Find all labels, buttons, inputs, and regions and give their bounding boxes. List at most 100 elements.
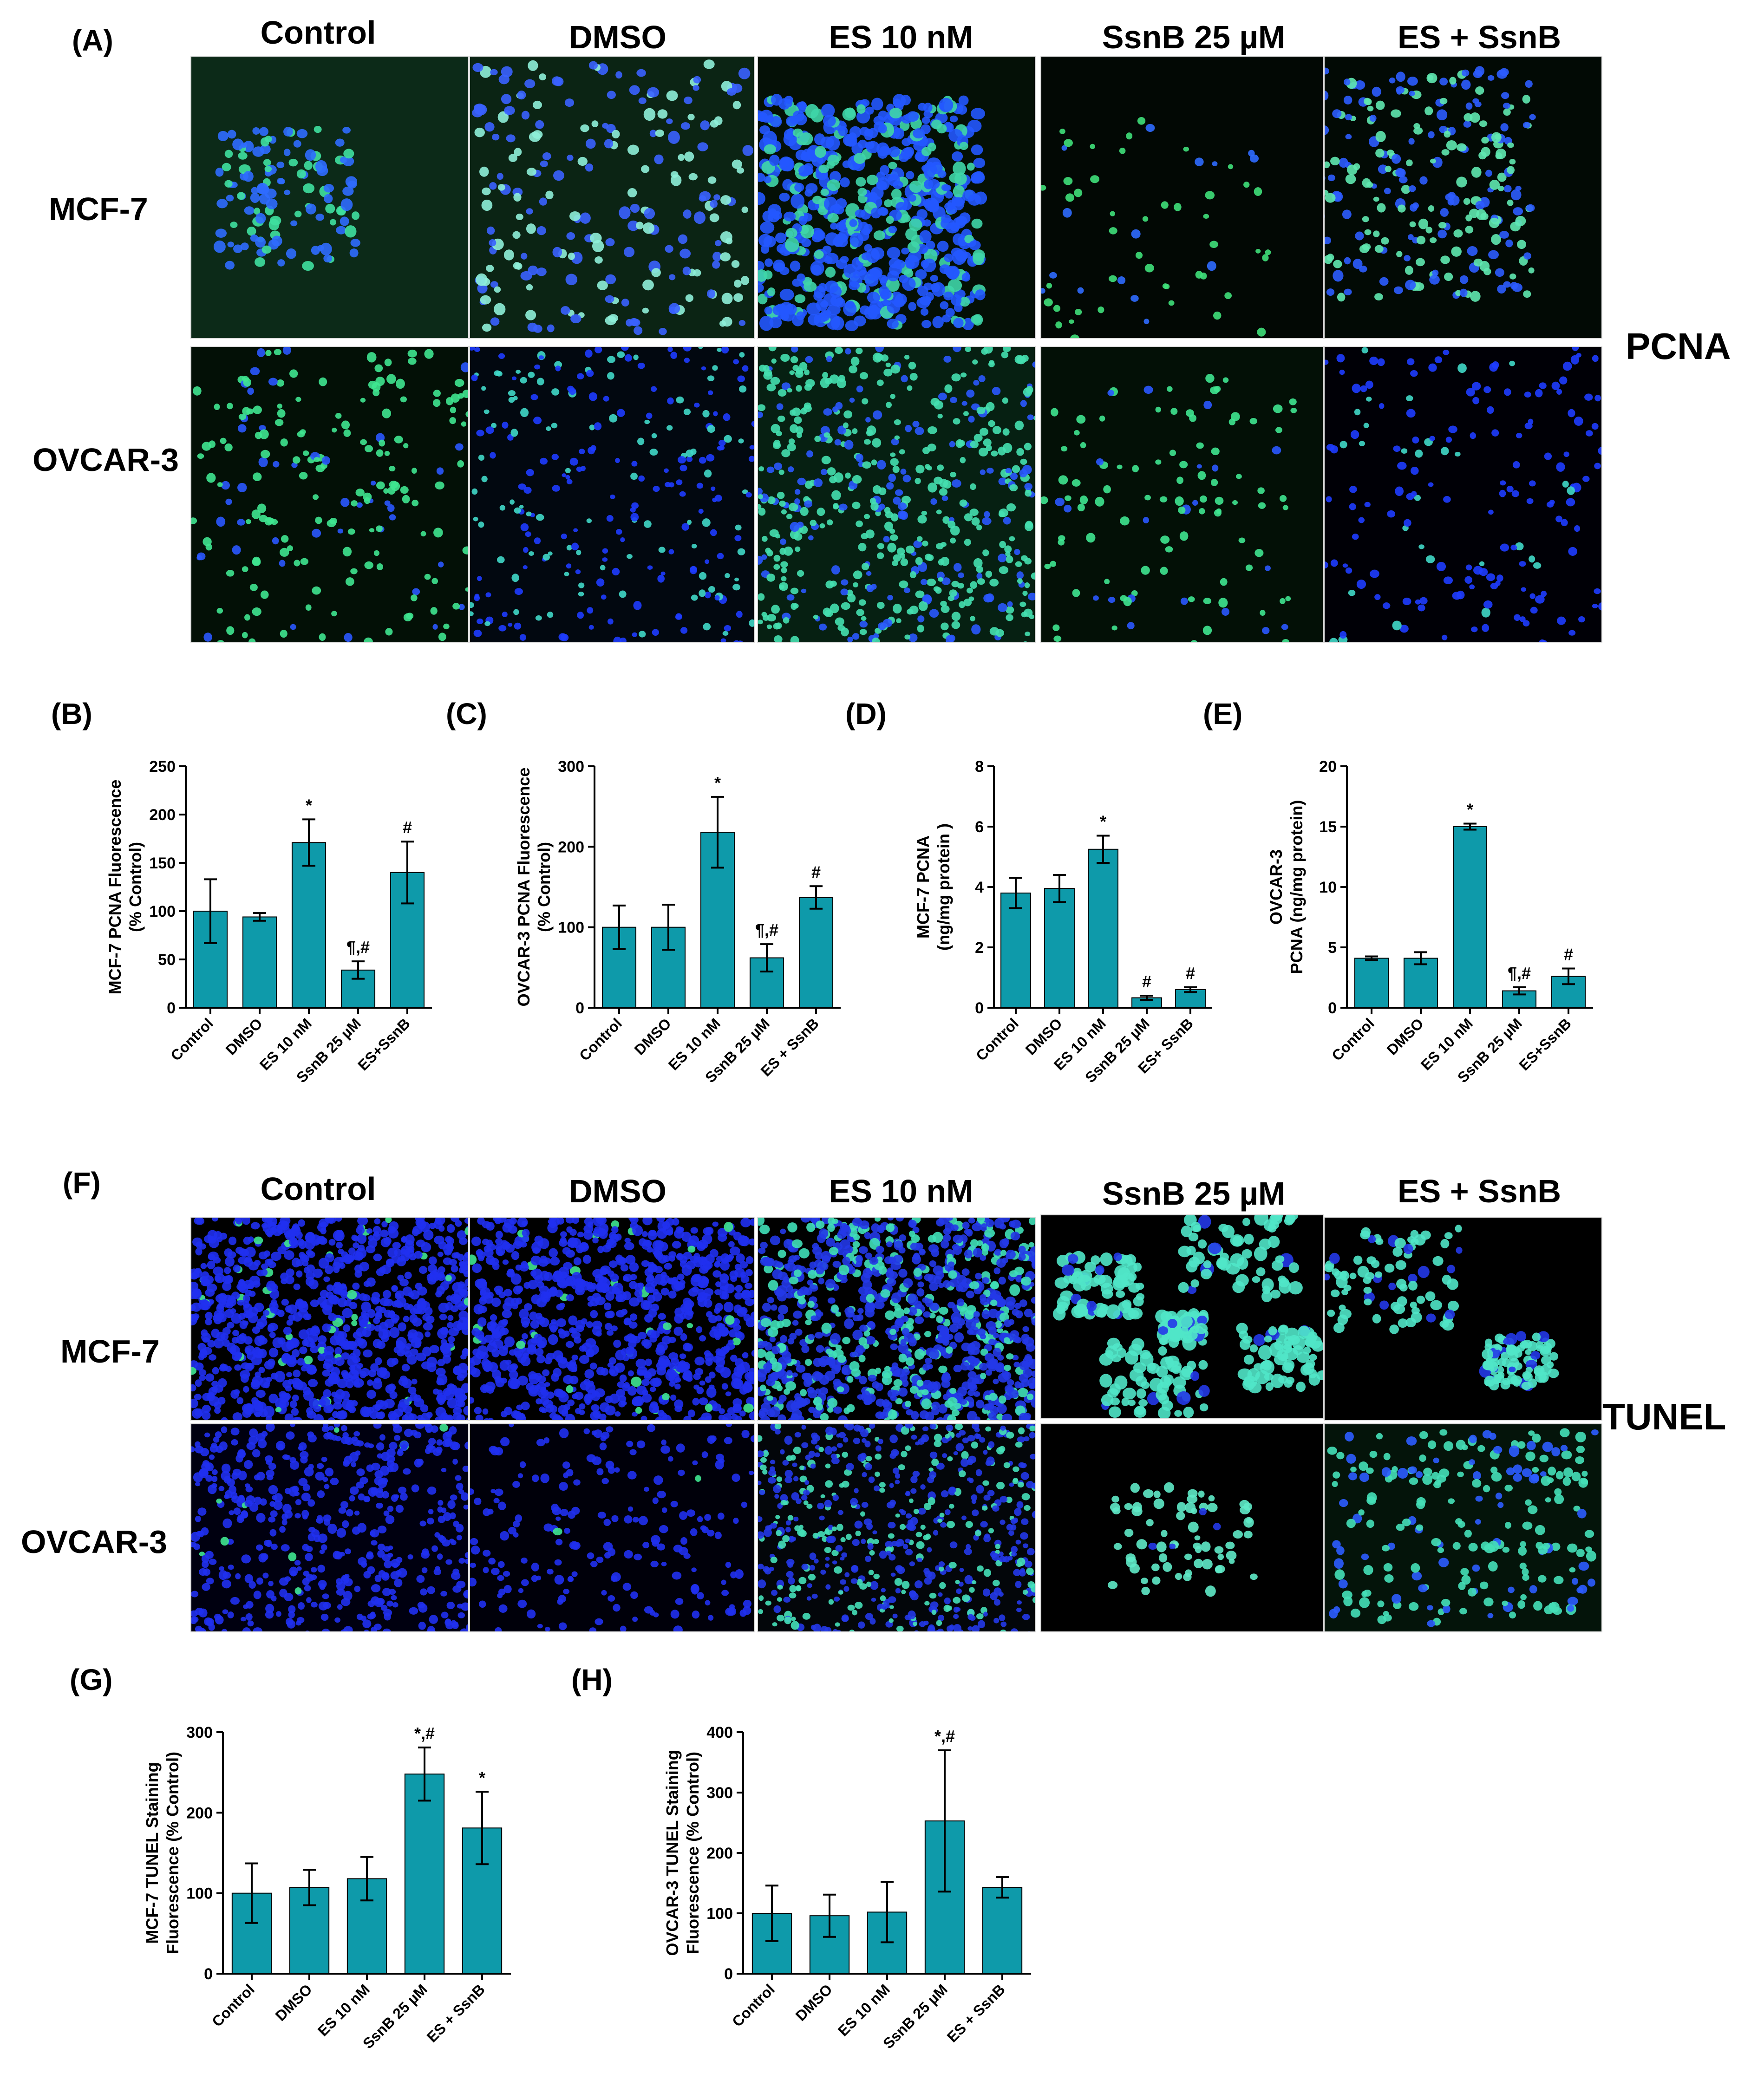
micrograph-tunel-ovcar3-0 (190, 1423, 469, 1632)
micrograph-pcna-ovcar3-2 (757, 346, 1036, 643)
pcna-col-ssnb: SsnB 25 µM (1102, 19, 1286, 55)
chart-g-mcf7-tunel: 0 100 200 300 MCF-7 TUNEL Staining Fluorescen… (130, 1718, 525, 2090)
y-tick-label: 4 (975, 879, 984, 896)
tunel-col-es: ES 10 nM (829, 1173, 974, 1209)
pcna-stain-label: PCNA (1626, 326, 1731, 367)
y-tick-label: 200 (149, 806, 176, 824)
x-tick-label: DMSO (792, 1981, 836, 2024)
micrograph-pcna-ovcar3-1 (469, 346, 755, 643)
bar (1354, 958, 1389, 1008)
micrograph-tunel-mcf7-0 (190, 1217, 469, 1421)
y-tick-label: 20 (1319, 758, 1337, 776)
micrograph-pcna-mcf7-3 (1040, 56, 1324, 339)
tunel-stain-label: TUNEL (1602, 1396, 1726, 1437)
x-tick-label: ES+SsnB (354, 1015, 413, 1074)
bar (404, 1774, 445, 1974)
significance-marker: # (811, 862, 821, 881)
x-tick-label: Control (1328, 1015, 1378, 1064)
tunel-col-es-ssnb: ES + SsnB (1397, 1173, 1562, 1209)
y-axis-label: MCF-7 TUNEL Staining (143, 1762, 162, 1943)
bar (1452, 826, 1488, 1008)
y-axis-label: OVCAR-3 (1267, 849, 1286, 925)
panel-label-h: (H) (571, 1663, 613, 1696)
significance-marker: *,# (414, 1724, 435, 1743)
x-tick-label: DMSO (631, 1015, 674, 1058)
y-axis-label: (% Control) (535, 842, 554, 932)
significance-marker: * (1467, 800, 1473, 819)
bar (242, 916, 277, 1009)
x-tick-label: Control (729, 1981, 778, 2030)
y-tick-label: 15 (1319, 818, 1337, 836)
micrograph-tunel-ovcar3-2 (757, 1423, 1036, 1632)
y-tick-label: 100 (149, 903, 176, 920)
y-tick-label: 100 (558, 919, 584, 937)
x-tick-label: ES + SsnB (424, 1981, 488, 2045)
y-tick-label: 0 (167, 999, 176, 1017)
micrograph-pcna-ovcar3-0 (190, 346, 469, 643)
micrograph-pcna-mcf7-1 (469, 56, 755, 339)
y-tick-label: 150 (149, 854, 176, 872)
micrograph-tunel-mcf7-2 (757, 1217, 1036, 1421)
chart-c-ovcar3-pcna: 0 100 200 300 OVCAR-3 PCNA Fluorescence (% Co… (502, 752, 855, 1124)
x-tick-label: DMSO (1384, 1015, 1427, 1058)
panel-label-g: (G) (70, 1663, 113, 1696)
y-tick-label: 0 (575, 999, 584, 1017)
y-tick-label: 400 (706, 1724, 733, 1741)
significance-marker: * (714, 773, 721, 792)
panel-label-f: (F) (63, 1166, 101, 1200)
y-axis-label: Fluorescence (% Control) (163, 1752, 182, 1954)
x-tick-label: Control (209, 1981, 258, 2030)
x-tick-label: Control (167, 1015, 216, 1064)
micrograph-tunel-ovcar3-4 (1324, 1423, 1602, 1632)
bar (982, 1887, 1023, 1974)
y-axis-label: PCNA (ng/mg protein) (1287, 800, 1306, 974)
chart-d-svg: 0 2 4 6 8 MCF-7 PCNA (ng/mg protein ) Control DM… (914, 758, 1212, 1086)
y-tick-label: 100 (186, 1885, 213, 1903)
chart-d-mcf7-pcna-elisa: 0 2 4 6 8 MCF-7 PCNA (ng/mg protein ) Control DM… (901, 752, 1226, 1124)
micrograph-pcna-mcf7-2 (757, 56, 1036, 339)
y-axis-label: Fluorescence (% Control) (683, 1752, 702, 1954)
y-tick-label: 0 (975, 999, 984, 1017)
chart-e-svg: 0 5 10 15 20 OVCAR-3 PCNA (ng/mg protein) Contr… (1267, 758, 1593, 1086)
x-tick-label: ES 10 nM (835, 1981, 893, 2039)
y-tick-label: 6 (975, 818, 984, 836)
bar (291, 842, 327, 1008)
panel-label-c: (C) (446, 697, 487, 730)
y-tick-label: 200 (186, 1804, 213, 1822)
pcna-col-control: Control (260, 14, 376, 51)
x-tick-label: ES 10 nM (314, 1981, 373, 2039)
pcna-row-ovcar3: OVCAR-3 (33, 442, 179, 478)
x-tick-label: ES + SsnB (944, 1981, 1008, 2045)
x-tick-label: DMSO (272, 1981, 315, 2024)
panel-label-d: (D) (845, 697, 887, 730)
significance-marker: # (403, 818, 412, 837)
x-tick-label: Control (973, 1015, 1022, 1064)
significance-marker: # (1142, 972, 1151, 991)
x-tick-label: ES+SsnB (1516, 1015, 1575, 1074)
y-tick-label: 200 (706, 1845, 733, 1862)
significance-marker: # (1564, 945, 1573, 964)
micrograph-tunel-ovcar3-1 (469, 1423, 755, 1632)
y-tick-label: 250 (149, 758, 176, 776)
chart-b-svg: 0 50 100 150 200 250 MCF-7 PCNA Fluorescence (%… (105, 758, 432, 1086)
pcna-col-es: ES 10 nM (829, 19, 974, 55)
y-axis-label: OVCAR-3 TUNEL Staining (663, 1750, 682, 1956)
micrograph-pcna-mcf7-4 (1324, 56, 1602, 339)
y-tick-label: 300 (558, 758, 584, 776)
y-tick-label: 0 (724, 1965, 733, 1983)
micrograph-pcna-ovcar3-4 (1324, 346, 1602, 643)
significance-marker: ¶,# (1508, 964, 1531, 983)
pcna-row-mcf7: MCF-7 (49, 191, 148, 227)
y-tick-label: 0 (204, 1965, 213, 1983)
y-tick-label: 300 (186, 1724, 213, 1741)
tunel-col-dmso: DMSO (569, 1173, 666, 1209)
chart-c-svg: 0 100 200 300 OVCAR-3 PCNA Fluorescence (% Co… (514, 758, 841, 1086)
y-axis-label: MCF-7 PCNA (914, 835, 933, 939)
y-axis-label: (ng/mg protein ) (934, 823, 953, 951)
tunel-row-ovcar3: OVCAR-3 (21, 1524, 168, 1560)
micrograph-tunel-mcf7-4 (1324, 1217, 1602, 1421)
y-tick-label: 300 (706, 1784, 733, 1802)
significance-marker: # (1186, 964, 1195, 983)
chart-e-ovcar3-pcna-elisa: 0 5 10 15 20 OVCAR-3 PCNA (ng/mg protein) Contr… (1254, 752, 1607, 1124)
significance-marker: * (306, 796, 312, 815)
